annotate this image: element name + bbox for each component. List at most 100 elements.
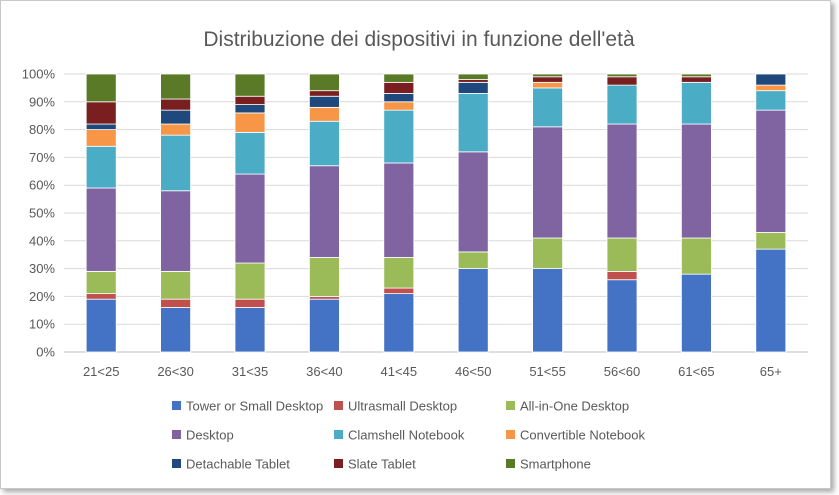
bar-segment	[234, 298, 266, 308]
x-tick-label: 61<65	[678, 364, 715, 379]
legend-swatch	[506, 430, 515, 439]
bar-segment	[85, 187, 117, 272]
legend-swatch	[172, 401, 181, 410]
bar-segment	[160, 109, 192, 125]
bar-segment	[234, 131, 266, 175]
bar-segment	[160, 190, 192, 272]
legend-swatch	[334, 401, 343, 410]
y-axis: 0% 10% 20% 30% 40% 50% 60% 70% 80% 90% 100%	[22, 67, 56, 360]
legend-item: All-in-One Desktop	[506, 399, 629, 414]
legend-item: Desktop	[172, 428, 234, 443]
legend-swatch	[334, 430, 343, 439]
bar-segment	[681, 81, 712, 125]
bar-segment	[383, 287, 415, 295]
x-tick-label: 36<40	[306, 364, 343, 379]
bar-segment	[308, 295, 340, 300]
y-tick-label: 50%	[29, 206, 55, 221]
x-tick-label: 51<55	[529, 364, 566, 379]
y-tick-label: 60%	[29, 178, 55, 193]
bar-segment	[160, 123, 192, 136]
legend-item: Detachable Tablet	[172, 457, 290, 472]
legend-item: Tower or Small Desktop	[172, 399, 323, 414]
bar-segment	[234, 104, 266, 114]
bar-segment	[606, 270, 638, 281]
bar-segment	[160, 270, 192, 300]
bar-segment	[308, 165, 340, 258]
bar-segment	[383, 109, 415, 164]
bar-segment	[457, 151, 489, 253]
bar-segment	[681, 76, 712, 83]
bar-segment	[160, 73, 192, 100]
bar-segment	[606, 279, 638, 353]
legend-label: Slate Tablet	[348, 457, 416, 472]
bar-segment	[85, 73, 117, 103]
bar-segment	[234, 307, 266, 353]
bar-segment	[606, 73, 638, 78]
bar-segment	[532, 73, 563, 78]
bar-segment	[85, 123, 117, 131]
legend-swatch	[334, 459, 343, 468]
legend-swatch	[506, 459, 515, 468]
y-tick-label: 0%	[36, 345, 55, 360]
bar-segment	[85, 145, 117, 189]
bar-segment	[308, 106, 340, 122]
bar-segment	[234, 173, 266, 264]
bar-segment	[606, 237, 638, 272]
legend-item: Slate Tablet	[334, 457, 416, 472]
y-tick-label: 30%	[29, 261, 55, 276]
legend-item: Ultrasmall Desktop	[334, 399, 457, 414]
bar-segment	[383, 293, 415, 353]
legend-label: Desktop	[186, 428, 234, 443]
bar-segment	[457, 73, 489, 80]
legend-label: Ultrasmall Desktop	[348, 399, 457, 414]
bar-segment	[85, 270, 117, 295]
bar-segment	[755, 109, 787, 233]
x-axis: 21<25 26<30 31<35 36<40 41<45 46<50 51<55 56<60…	[83, 364, 782, 379]
bar-segment	[755, 248, 787, 353]
bar-segment	[532, 87, 563, 128]
legend-item: Smartphone	[506, 457, 591, 472]
bar-segment	[383, 162, 415, 258]
bar-segment	[755, 84, 787, 92]
legend-label: Clamshell Notebook	[348, 428, 465, 443]
bar-segment	[532, 126, 563, 239]
bar-segment	[532, 268, 563, 353]
bar-segment	[308, 120, 340, 167]
bar-segment	[85, 293, 117, 300]
x-tick-label: 21<25	[83, 364, 120, 379]
bar-segment	[308, 90, 340, 97]
bar-segment	[681, 237, 712, 275]
x-tick-label: 41<45	[381, 364, 418, 379]
bar-segment	[234, 112, 266, 133]
legend-swatch	[172, 430, 181, 439]
bar-segment	[383, 101, 415, 111]
bar-segment	[383, 93, 415, 103]
bar-segment	[85, 298, 117, 353]
legend-swatch	[506, 401, 515, 410]
legend-item: Convertible Notebook	[506, 428, 646, 443]
x-tick-label: 56<60	[604, 364, 641, 379]
bar-segment	[755, 73, 787, 86]
legend-label: All-in-One Desktop	[520, 399, 629, 414]
bar-segment	[532, 76, 563, 83]
bar-segment	[160, 298, 192, 308]
legend-label: Convertible Notebook	[520, 428, 646, 443]
bar-segment	[606, 76, 638, 86]
y-tick-label: 20%	[29, 289, 55, 304]
bar-segment	[755, 90, 787, 111]
y-tick-label: 80%	[29, 122, 55, 137]
bar-segment	[234, 73, 266, 97]
stacked-bar-chart: Distribuzione dei dispositivi in funzion…	[22, 28, 808, 472]
bar-segment	[681, 123, 712, 239]
bar-segment	[234, 262, 266, 300]
legend-label: Tower or Small Desktop	[186, 399, 323, 414]
y-tick-label: 100%	[22, 67, 56, 82]
chart-title: Distribuzione dei dispositivi in funzion…	[203, 28, 635, 51]
bar-segment	[85, 101, 117, 125]
bar-segment	[160, 134, 192, 192]
bar-segment	[457, 79, 489, 83]
bar-segment	[457, 81, 489, 94]
bar-segment	[532, 81, 563, 89]
bar-segment	[308, 73, 340, 92]
bars	[85, 73, 787, 353]
